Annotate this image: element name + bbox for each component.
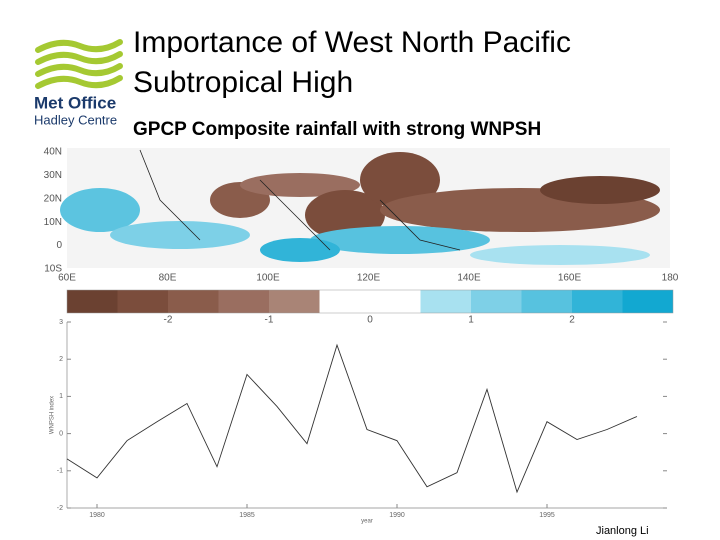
colorbar-segment	[420, 290, 471, 313]
subtitle: GPCP Composite rainfall with strong WNPS…	[133, 119, 541, 140]
x-tick-label: 1990	[389, 512, 405, 519]
map-lon-label: 60E	[58, 273, 76, 284]
colorbar-segment	[370, 290, 421, 313]
colorbar-label: -2	[164, 315, 173, 326]
map-lon-label: 140E	[457, 273, 481, 284]
title: Importance of West North Pacific	[133, 26, 571, 59]
y-tick-label: -2	[57, 505, 63, 512]
colorbar-label: 1	[468, 315, 474, 326]
footer: Jianlong Li	[596, 525, 649, 537]
x-tick-label: 1985	[239, 512, 255, 519]
y-axis-label: WNPSH index	[50, 396, 56, 434]
colorbar-segment	[269, 290, 320, 313]
data-line	[66, 343, 638, 494]
colorbar-segment	[67, 290, 118, 313]
map-lat-label: 20N	[44, 193, 62, 204]
x-axis-label: year	[361, 519, 373, 525]
colorbar-label: -1	[265, 315, 274, 326]
map	[60, 148, 670, 268]
map-lon-label: 180	[662, 273, 679, 284]
colorbar-segment	[319, 290, 370, 313]
map-lat-label: 30N	[44, 170, 62, 181]
colorbar-segment	[572, 290, 623, 313]
y-tick-label: 0	[59, 430, 63, 437]
logo-subtext: Hadley Centre	[34, 112, 117, 127]
x-tick-label: 1980	[89, 512, 105, 519]
colorbar-segment	[622, 290, 673, 313]
colorbar-label: 2	[569, 315, 575, 326]
y-tick-label: 1	[59, 393, 63, 400]
y-tick-label: 3	[59, 319, 63, 326]
colorbar-segment	[168, 290, 219, 313]
colorbar-segment	[471, 290, 522, 313]
colorbar-label: 0	[367, 315, 373, 326]
map-lon-label: 80E	[159, 273, 177, 284]
map-lon-label: 160E	[558, 273, 582, 284]
colorbar-segment	[521, 290, 572, 313]
y-tick-label: -1	[57, 468, 63, 475]
y-tick-label: 2	[59, 356, 63, 363]
map-lat-label: 10S	[44, 264, 62, 275]
map-lat-label: 10N	[44, 217, 62, 228]
title: Subtropical High	[133, 66, 353, 99]
colorbar-frame	[66, 289, 674, 314]
logo-text: Met Office	[34, 93, 116, 112]
x-tick-label: 1995	[539, 512, 555, 519]
colorbar-segment	[218, 290, 269, 313]
map-lat-label: 0	[56, 240, 62, 251]
map-lon-label: 100E	[256, 273, 280, 284]
colorbar-segment	[117, 290, 168, 313]
logo-mark	[35, 39, 123, 89]
map-lon-label: 120E	[357, 273, 381, 284]
map-lat-label: 40N	[44, 147, 62, 158]
